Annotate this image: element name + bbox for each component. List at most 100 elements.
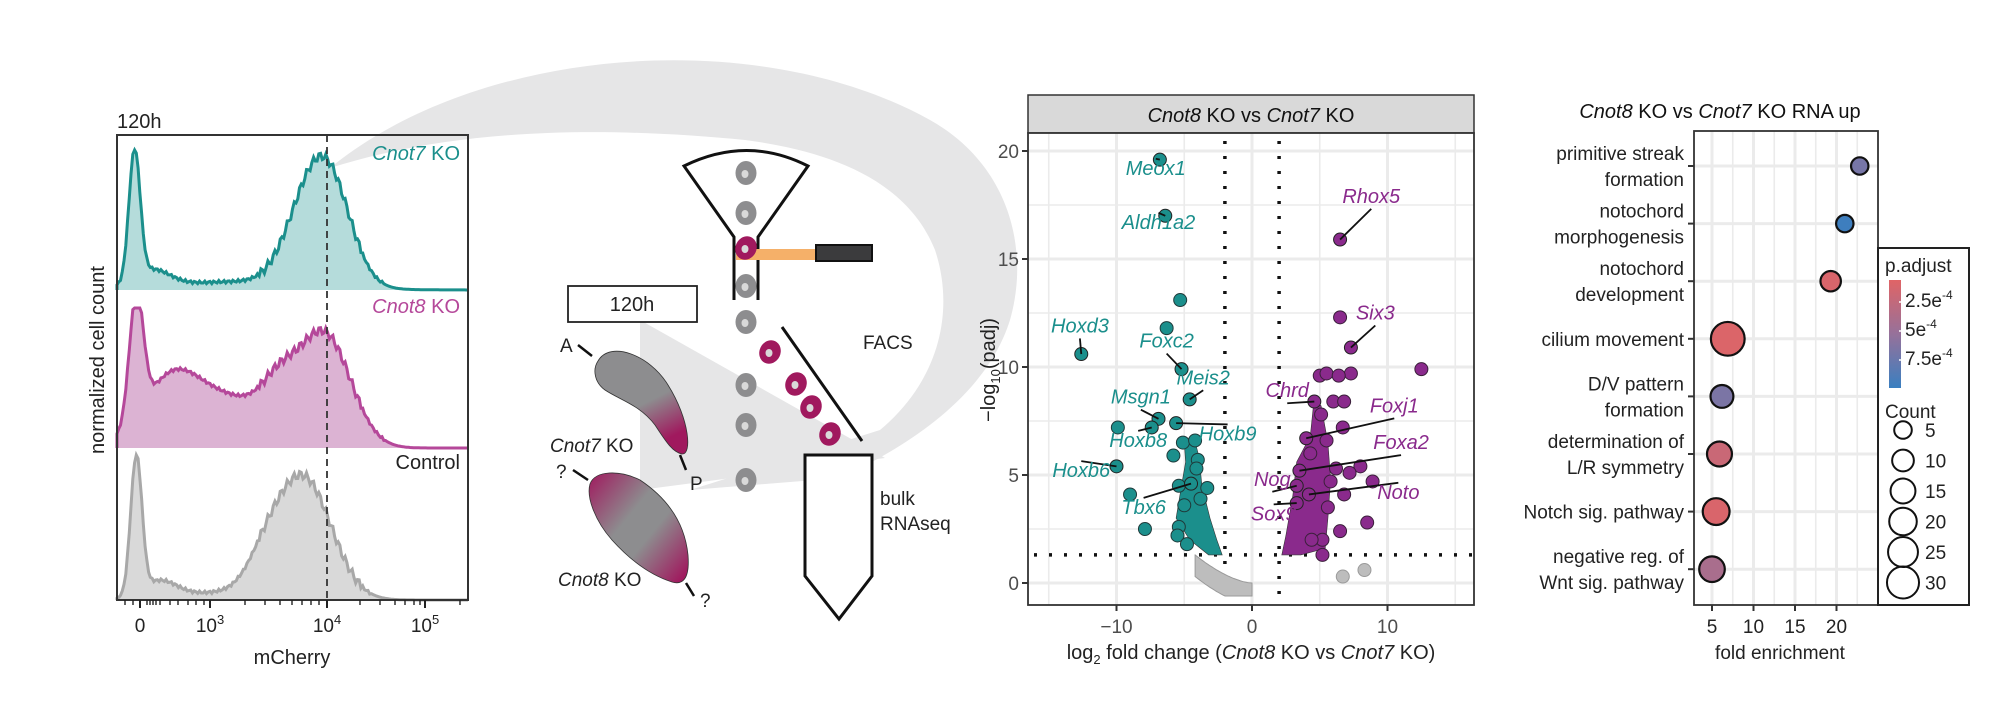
dotplot-title-part: KO RNA up	[1752, 101, 1861, 123]
volcano-point-down	[1166, 448, 1181, 463]
gene-label-leader	[1158, 211, 1166, 217]
hist-track-cnot8-line	[115, 306, 468, 450]
hist-time-label: 120h	[117, 111, 162, 133]
dotplot-category-label: D/V pattern	[1588, 374, 1684, 395]
facs-nozzle	[681, 149, 811, 300]
hist-track-cnot7-fill	[117, 150, 468, 290]
dotplot-title-part: Cnot8	[1579, 101, 1632, 123]
dotplot-point	[1698, 555, 1726, 584]
volcano-ytick-label: 0	[1008, 574, 1019, 595]
dotplot-category-label: notochord	[1599, 202, 1684, 223]
gene-label-foxa2: Foxa2	[1373, 432, 1429, 454]
gene-label-aldh1a2: Aldh1a2	[1121, 212, 1195, 234]
volcano-point-up	[1303, 446, 1318, 461]
legend-size-circle	[1888, 506, 1918, 537]
dotplot-point	[1709, 320, 1746, 357]
dotplot-category-label: development	[1575, 285, 1685, 306]
gene-label-noto: Noto	[1377, 482, 1419, 504]
gene-label-six3: Six3	[1356, 302, 1395, 324]
dotplot-category-label: Wnt sig. pathway	[1539, 573, 1684, 594]
volcano-ylabel: −log10(padj)	[978, 318, 1003, 422]
volcano-point-up	[1320, 500, 1335, 515]
dotplot-point	[1849, 156, 1870, 176]
volcano-ytick-label: 20	[998, 142, 1019, 163]
strip-title-part: KO	[1320, 105, 1354, 127]
volcano-point-ns	[1357, 563, 1372, 578]
dotplot-title-part: Cnot7	[1698, 101, 1752, 123]
tick-base: 10	[313, 616, 334, 637]
xlabel-log: log	[1067, 642, 1094, 664]
laser-source	[815, 244, 873, 262]
gene-label-leader	[1306, 417, 1395, 440]
anterior-pointer	[577, 344, 593, 357]
go-dotplot: Cnot8 KO vs Cnot7 KO RNA up 5 10 15 20 primi…	[1523, 101, 1970, 664]
legend-size-label: 20	[1925, 513, 1946, 534]
volcano-point-ns	[1335, 569, 1350, 584]
dotplot-point	[1835, 213, 1855, 234]
bulk-label-line1: bulk	[880, 489, 915, 510]
dotplot-point	[1701, 497, 1731, 527]
volcano-point-up	[1343, 366, 1358, 381]
volcano-point-up	[1319, 433, 1334, 448]
unknown-axis-pointer-1	[572, 468, 589, 482]
tick-mantissa: 5e	[1905, 320, 1926, 341]
volcano-ytick-label: 10	[998, 358, 1019, 379]
strip-title-part: KO vs	[1201, 105, 1267, 127]
dotplot-xlabel: fold enrichment	[1715, 643, 1846, 664]
hist-xtick-label: 103	[196, 612, 224, 637]
label-posterior: P	[690, 474, 703, 495]
tick-base: 0	[135, 616, 146, 637]
volcano-point-down	[1175, 435, 1190, 450]
tick-exponent: -4	[1942, 346, 1953, 360]
dotplot-category-label: Notch sig. pathway	[1523, 503, 1684, 524]
gene-name: Cnot8	[558, 570, 609, 591]
hist-track-cnot8-fill	[117, 308, 468, 448]
tick-base: 10	[196, 616, 217, 637]
embryo-cnot7	[594, 350, 689, 455]
deflection-plate	[780, 326, 864, 442]
xlabel-mid: KO vs	[1275, 642, 1341, 664]
embryo-cnot7-label: Cnot7 KO	[550, 436, 633, 457]
posterior-pointer	[678, 454, 688, 471]
gene-label-leader	[1155, 157, 1161, 161]
laser-beam	[736, 249, 819, 260]
dotplot-xtick-label: 20	[1826, 617, 1847, 638]
volcano-point-up	[1333, 310, 1348, 325]
gene-label-foxj1: Foxj1	[1370, 395, 1419, 417]
volcano-point-down	[1200, 480, 1215, 495]
gene-label-leader	[1339, 208, 1372, 241]
volcano-xtick-label: −10	[1100, 617, 1132, 638]
bulk-label-line2: RNAseq	[880, 514, 951, 535]
gene-label-msgn1: Msgn1	[1111, 387, 1171, 409]
time-box	[567, 285, 698, 323]
cell-nucleus	[791, 381, 799, 389]
gene-label-hoxb8: Hoxb8	[1109, 430, 1167, 452]
gene-label-leader	[1299, 454, 1402, 472]
volcano-point-up	[1333, 524, 1348, 539]
legend-size-label: 25	[1925, 543, 1946, 564]
legend-size-circle	[1893, 420, 1913, 440]
dotplot-title: Cnot8 KO vs Cnot7 KO RNA up	[1579, 101, 1860, 123]
swoosh-head	[640, 320, 885, 490]
dotplot-category-label: formation	[1605, 400, 1684, 421]
volcano-point-down	[1189, 461, 1204, 476]
cell-nucleus	[741, 210, 749, 218]
volcano-point-down	[1193, 491, 1208, 506]
tick-mantissa: 7.5e	[1905, 349, 1942, 370]
gene-name: Cnot8	[372, 296, 425, 318]
facet-strip-title: Cnot8 KO vs Cnot7 KO	[1148, 105, 1355, 127]
volcano-point-down	[1137, 522, 1152, 536]
legend-size-label: 15	[1925, 482, 1946, 503]
hist-label-cnot8: Cnot8 KO	[372, 296, 460, 318]
cell-nucleus	[741, 422, 749, 430]
dotplot-category-label: morphogenesis	[1554, 228, 1684, 249]
label-unknown-1: ?	[556, 462, 567, 483]
cell-nucleus	[741, 477, 749, 485]
legend-color-title: p.adjust	[1885, 256, 1952, 277]
volcano-point-down	[1179, 537, 1194, 552]
gene-label-hoxb9: Hoxb9	[1199, 423, 1257, 445]
gene-label-hoxb6: Hoxb6	[1052, 460, 1111, 482]
volcano-point-up	[1314, 407, 1329, 422]
dotplot-frame	[1693, 130, 1879, 606]
